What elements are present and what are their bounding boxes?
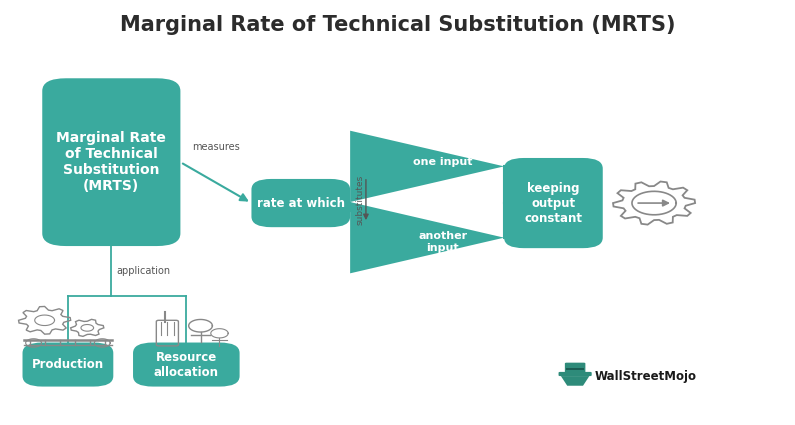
- Text: Resource
allocation: Resource allocation: [153, 351, 219, 379]
- Text: Marginal Rate
of Technical
Substitution
(MRTS): Marginal Rate of Technical Substitution …: [56, 131, 166, 193]
- Text: substitutes: substitutes: [355, 175, 364, 225]
- Text: application: application: [117, 266, 171, 276]
- Text: measures: measures: [192, 142, 240, 152]
- Text: Production: Production: [32, 358, 104, 371]
- Text: Marginal Rate of Technical Substitution (MRTS): Marginal Rate of Technical Substitution …: [120, 15, 675, 35]
- FancyBboxPatch shape: [504, 158, 603, 248]
- Polygon shape: [561, 376, 589, 386]
- Polygon shape: [350, 131, 504, 202]
- Text: one input: one input: [413, 157, 473, 167]
- FancyBboxPatch shape: [567, 368, 584, 370]
- Text: WallStreetMojo: WallStreetMojo: [595, 370, 697, 382]
- Text: another
input: another input: [418, 231, 467, 252]
- FancyBboxPatch shape: [251, 179, 350, 227]
- Polygon shape: [350, 202, 504, 273]
- FancyBboxPatch shape: [133, 343, 239, 387]
- FancyBboxPatch shape: [42, 78, 180, 246]
- FancyBboxPatch shape: [559, 372, 591, 376]
- Text: rate at which: rate at which: [257, 196, 345, 210]
- Text: keeping
output
constant: keeping output constant: [525, 181, 583, 224]
- FancyBboxPatch shape: [565, 363, 585, 374]
- FancyBboxPatch shape: [22, 343, 114, 387]
